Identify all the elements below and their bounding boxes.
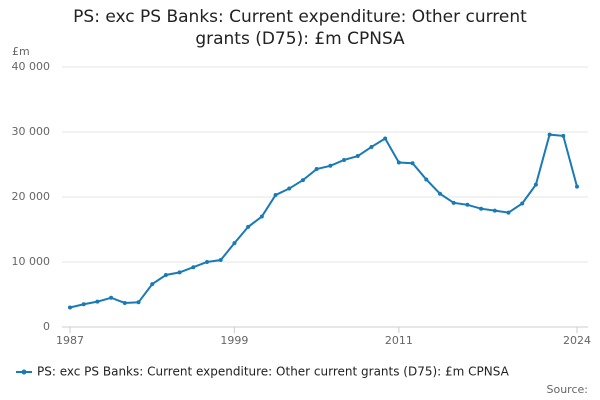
y-tick-label: 20 000	[12, 190, 51, 203]
point	[520, 201, 525, 206]
point	[383, 136, 388, 141]
point	[465, 202, 470, 207]
point	[492, 208, 497, 213]
point	[191, 265, 196, 270]
point	[561, 133, 566, 138]
line	[69, 133, 578, 309]
point	[177, 270, 182, 275]
point	[109, 295, 114, 300]
point	[342, 157, 347, 162]
x-tick-label: 2011	[385, 334, 413, 347]
point	[68, 305, 72, 310]
point	[232, 241, 237, 246]
point	[437, 191, 442, 196]
point	[218, 258, 223, 263]
x-tick-label: 1999	[220, 334, 248, 347]
point	[122, 300, 127, 305]
point	[369, 144, 374, 149]
x-tick-label: 2024	[563, 334, 591, 347]
x-tick-label: 1987	[56, 334, 84, 347]
y-tick-label: 0	[43, 320, 50, 333]
point	[410, 161, 415, 166]
point	[396, 160, 401, 165]
point	[273, 193, 278, 198]
point	[287, 186, 292, 191]
point	[300, 178, 305, 183]
y-tick-label: 40 000	[12, 60, 51, 73]
point	[355, 154, 360, 159]
point	[205, 260, 210, 264]
point	[424, 177, 429, 182]
y-unit: £m	[12, 45, 30, 58]
point	[95, 299, 100, 304]
point	[533, 182, 538, 187]
point	[163, 273, 168, 277]
point	[451, 200, 456, 205]
point	[547, 132, 552, 137]
point	[506, 210, 511, 215]
chart-title: PS: exc PS Banks: Current expenditure: O…	[73, 7, 527, 49]
point	[259, 214, 264, 219]
point	[328, 163, 333, 168]
point	[136, 300, 141, 305]
point	[246, 224, 251, 229]
legend-label: PS: exc PS Banks: Current expenditure: O…	[37, 365, 510, 379]
source: Source:	[547, 383, 589, 396]
point	[81, 302, 86, 307]
legend-marker	[21, 369, 27, 375]
point	[479, 206, 484, 211]
y-tick-label: 10 000	[12, 255, 51, 268]
point	[575, 184, 579, 189]
point	[150, 282, 155, 287]
y-tick-label: 30 000	[12, 125, 51, 138]
point	[314, 167, 319, 172]
